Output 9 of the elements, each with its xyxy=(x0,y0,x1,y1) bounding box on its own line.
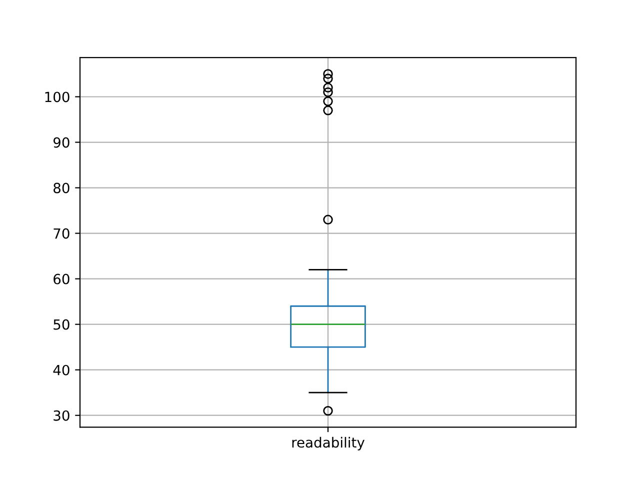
y-tick-label: 60 xyxy=(54,274,70,284)
y-tick-label: 40 xyxy=(53,364,70,376)
y-tick-label: 90 xyxy=(53,137,70,148)
y-tick-label: 100 xyxy=(45,92,70,102)
y-tick-label: 70 xyxy=(54,228,70,239)
y-tick-label: 80 xyxy=(54,182,70,194)
y-tick-label: 50 xyxy=(54,319,70,330)
y-tick-label: 30 xyxy=(54,410,70,421)
x-tick-label: readability xyxy=(292,436,365,450)
